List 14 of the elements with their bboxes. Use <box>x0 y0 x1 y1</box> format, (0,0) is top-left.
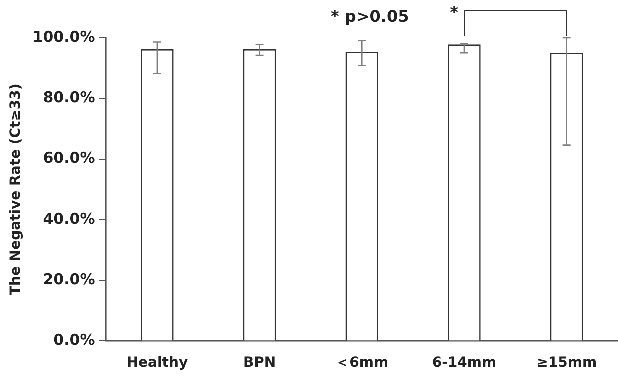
x-tick-label: ≥15mm <box>536 355 598 372</box>
text: * <box>450 3 460 22</box>
x-tick-label: BPN <box>243 355 276 372</box>
y-axis-title: The Negative Rate (Ct≥33) <box>8 84 24 296</box>
text: * p>0.05 <box>330 7 410 26</box>
y-tick-label: 40.0% <box>43 210 96 228</box>
y-tick-label: 80.0% <box>43 88 96 107</box>
y-tick-label: 60.0% <box>43 149 96 168</box>
x-tick-label: ＜6mm <box>336 355 389 372</box>
y-tick-label: 0.0% <box>54 331 96 350</box>
y-tick-label: 20.0% <box>43 270 96 288</box>
x-tick-label: 6-14mm <box>432 355 497 372</box>
y-tick-label: 100.0% <box>32 28 96 46</box>
x-tick-label: Healthy <box>126 355 188 372</box>
